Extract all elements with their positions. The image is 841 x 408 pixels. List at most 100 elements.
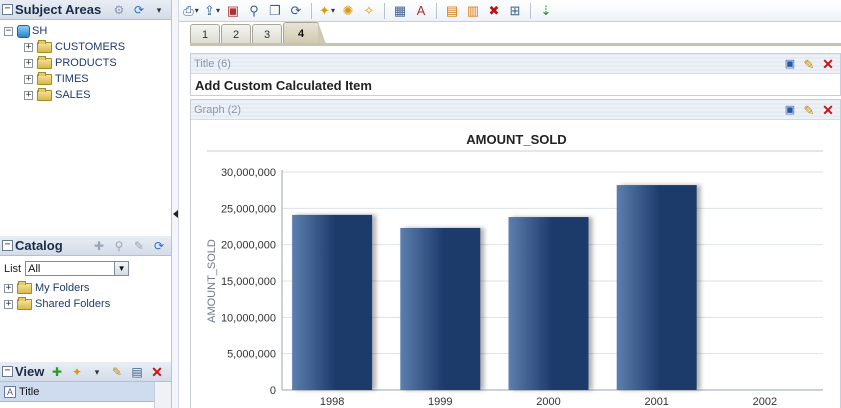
pane-splitter[interactable]: [171, 0, 179, 408]
graph-view: Graph (2) ▣ ✎ ✕ AMOUNT_SOLD 0 5,000,000 10…: [190, 99, 841, 408]
expand-icon[interactable]: +: [4, 298, 13, 309]
collapse-icon[interactable]: −: [4, 25, 13, 36]
x-tick-label: 2001: [644, 396, 668, 408]
refresh-icon[interactable]: ⟳: [153, 239, 165, 253]
tab-underline: [190, 43, 841, 46]
title-view-header: Title (6) ▣ ✎ ✕: [191, 54, 840, 74]
toolbar: ⎙ ⇪ ▣ ⚲ ❐ ⟳ ✦ ✺ ✧ ▦ A ▤ ▥ ✖ ⊞ ⇣: [179, 0, 841, 22]
tree-item-times[interactable]: + TIMES: [4, 71, 171, 87]
chevron-down-icon[interactable]: ▼: [114, 262, 129, 275]
catalog-panel: − Catalog ✚ ⚲ ✎ ⟳ List All ▼ + My Folder…: [0, 236, 171, 312]
print-icon[interactable]: ⎙: [181, 2, 201, 20]
tab-1[interactable]: 1: [190, 24, 220, 44]
tree-item-my-folders[interactable]: + My Folders: [4, 280, 171, 296]
chevron-down-icon[interactable]: ▾: [156, 4, 162, 15]
refresh-icon[interactable]: ⟳: [133, 3, 145, 17]
view-scrollbar[interactable]: [154, 382, 171, 408]
collapse-catalog-button[interactable]: −: [2, 240, 13, 251]
preview-icon[interactable]: ▣: [226, 2, 240, 18]
x-tick-label: 2002: [753, 396, 777, 408]
left-pane: − Subject Areas ⚙ ⟳ ▾ − SH + CUSTOMERS +…: [0, 0, 172, 408]
properties-icon[interactable]: ▤: [131, 365, 143, 379]
bar: [616, 185, 697, 390]
section-icon[interactable]: ▥: [466, 2, 480, 18]
close-icon[interactable]: ✕: [822, 102, 834, 118]
pencil-icon[interactable]: ✎: [803, 56, 815, 72]
gear-icon[interactable]: ⚙: [113, 3, 125, 17]
collapse-left-icon[interactable]: [173, 210, 178, 218]
export-icon[interactable]: ⇪: [202, 2, 222, 20]
binoculars-icon[interactable]: ⚲: [114, 239, 124, 253]
folder-icon: [17, 280, 32, 294]
catalog-tree: + My Folders + Shared Folders: [0, 278, 171, 312]
list-label: List: [4, 262, 22, 275]
collapse-subject-areas-button[interactable]: −: [2, 4, 13, 15]
expand-icon[interactable]: +: [24, 73, 33, 84]
title-view-text: Add Custom Calculated Item: [195, 78, 372, 93]
view-title: View: [15, 364, 45, 379]
tree-item-label: PRODUCTS: [55, 57, 117, 69]
ruler-icon[interactable]: ⊞: [509, 2, 521, 18]
toolbar-separator: [311, 2, 312, 19]
tab-4[interactable]: 4: [283, 22, 326, 44]
tree-item-products[interactable]: + PRODUCTS: [4, 55, 171, 71]
add-icon[interactable]: ✚: [93, 239, 105, 253]
combine-icon[interactable]: ✺: [342, 2, 354, 18]
tree-item-label: CUSTOMERS: [55, 41, 126, 53]
toolbar-separator: [530, 2, 531, 19]
bar-chart: 0 5,000,000 10,000,000 15,000,000 20,000,000…: [206, 150, 823, 408]
edit-layout-icon[interactable]: ▤: [445, 2, 459, 18]
new-item-icon[interactable]: ✧: [363, 2, 375, 18]
view-item-title[interactable]: A Title: [0, 382, 171, 402]
add-view-icon[interactable]: ✚: [51, 365, 63, 379]
toolbar-separator: [436, 2, 437, 19]
properties-icon[interactable]: ▣: [784, 103, 796, 116]
folder-icon: [17, 296, 32, 310]
new-view-icon[interactable]: ✦: [317, 2, 337, 20]
binoculars-icon[interactable]: ⚲: [249, 2, 259, 18]
bar: [400, 227, 481, 390]
list-select[interactable]: All ▼: [25, 261, 130, 276]
refresh-icon[interactable]: ⟳: [290, 2, 302, 18]
expand-icon[interactable]: +: [24, 41, 33, 52]
bar: [508, 217, 589, 390]
folder-icon: [37, 71, 52, 85]
text-format-icon[interactable]: A: [416, 3, 426, 18]
x-tick-label: 1999: [428, 396, 452, 408]
tab-3[interactable]: 3: [252, 24, 282, 44]
title-view-header-label: Title (6): [194, 57, 231, 70]
properties-icon[interactable]: ▣: [784, 57, 796, 70]
graph-view-header: Graph (2) ▣ ✎ ✕: [191, 100, 840, 120]
tab-2[interactable]: 2: [221, 24, 251, 44]
copy-icon[interactable]: ❐: [269, 2, 281, 18]
folder-icon: [37, 55, 52, 69]
subject-areas-header: − Subject Areas ⚙ ⟳ ▾: [0, 0, 171, 20]
tree-item-shared-folders[interactable]: + Shared Folders: [4, 296, 171, 312]
new-view-icon[interactable]: ✦: [71, 365, 83, 379]
tree-item-sales[interactable]: + SALES: [4, 87, 171, 103]
expand-icon[interactable]: +: [24, 89, 33, 100]
chart-title: AMOUNT_SOLD: [466, 132, 567, 147]
toolbar-separator: [384, 2, 385, 19]
remove-icon[interactable]: ✖: [488, 2, 500, 18]
tree-item-sh[interactable]: − SH: [4, 23, 171, 39]
folder-icon: [37, 87, 52, 101]
expand-icon[interactable]: +: [4, 282, 13, 293]
tree-item-label: SH: [32, 25, 48, 37]
graph-view-header-label: Graph (2): [194, 103, 242, 116]
title-view: Title (6) ▣ ✎ ✕ Add Custom Calculated It…: [190, 53, 841, 96]
close-icon[interactable]: ✕: [822, 56, 834, 72]
delete-icon[interactable]: ✕: [151, 364, 163, 380]
chevron-down-icon[interactable]: ▾: [94, 366, 100, 377]
tree-item-customers[interactable]: + CUSTOMERS: [4, 39, 171, 55]
expand-icon[interactable]: +: [24, 57, 33, 68]
view-item-label: Title: [19, 385, 40, 398]
pencil-icon[interactable]: ✎: [133, 239, 145, 253]
sort-icon[interactable]: ⇣: [540, 2, 552, 18]
grid-icon[interactable]: ▦: [393, 2, 407, 18]
y-axis-label: AMOUNT_SOLD: [206, 239, 218, 323]
pencil-icon[interactable]: ✎: [803, 102, 815, 118]
y-tick-label: 0: [270, 385, 276, 397]
pencil-icon[interactable]: ✎: [111, 365, 123, 379]
collapse-view-button[interactable]: −: [2, 366, 13, 377]
